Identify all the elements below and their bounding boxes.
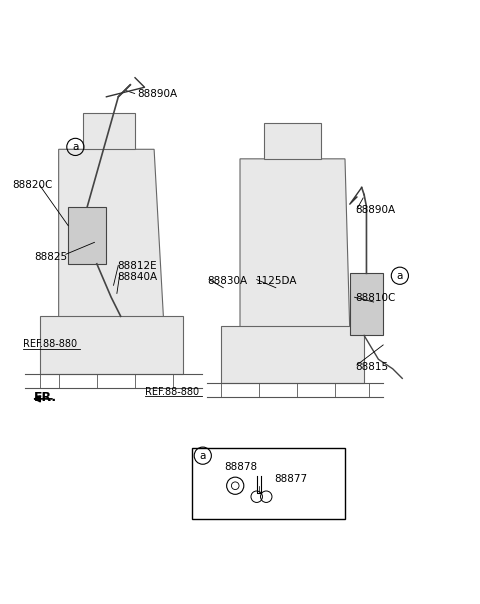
Text: REF.88-880: REF.88-880 bbox=[144, 387, 199, 397]
Text: 88890A: 88890A bbox=[137, 89, 178, 100]
Text: a: a bbox=[396, 271, 403, 281]
Text: 88820C: 88820C bbox=[12, 180, 52, 190]
Text: 88890A: 88890A bbox=[356, 205, 396, 215]
Text: 88830A: 88830A bbox=[207, 275, 248, 286]
Text: 88825: 88825 bbox=[34, 252, 67, 262]
Text: a: a bbox=[200, 451, 206, 461]
Polygon shape bbox=[83, 114, 135, 149]
Polygon shape bbox=[59, 149, 164, 321]
Polygon shape bbox=[68, 207, 107, 264]
Text: 88840A: 88840A bbox=[117, 272, 157, 281]
Text: 88812E: 88812E bbox=[117, 261, 157, 271]
Polygon shape bbox=[39, 316, 183, 374]
Text: REF.88-880: REF.88-880 bbox=[23, 339, 77, 349]
Text: 88815: 88815 bbox=[356, 362, 389, 373]
Text: FR.: FR. bbox=[34, 391, 57, 404]
Polygon shape bbox=[221, 326, 364, 383]
Polygon shape bbox=[240, 159, 350, 330]
Text: 88878: 88878 bbox=[224, 462, 257, 472]
Polygon shape bbox=[350, 274, 383, 335]
Text: 1125DA: 1125DA bbox=[256, 275, 298, 286]
Text: a: a bbox=[72, 142, 79, 152]
Text: 88810C: 88810C bbox=[356, 293, 396, 303]
Polygon shape bbox=[264, 123, 321, 159]
Text: 88877: 88877 bbox=[275, 474, 308, 484]
